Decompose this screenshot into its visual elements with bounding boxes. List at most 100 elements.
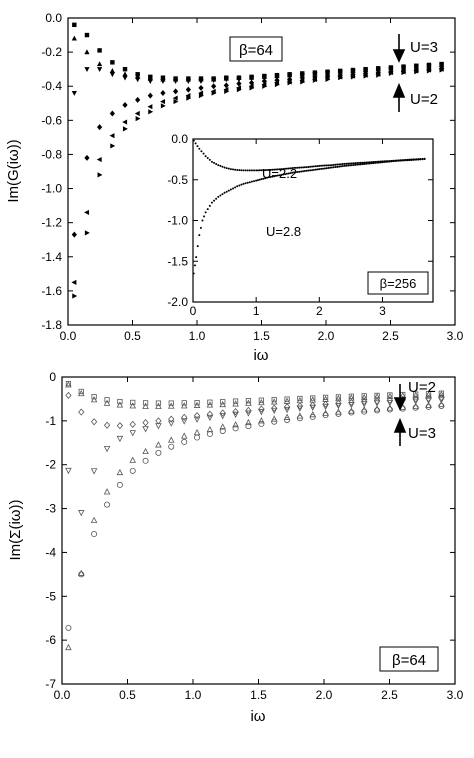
self-energy-point-series-2 <box>373 397 381 405</box>
greens-point-series-4 <box>109 133 115 139</box>
inset-point-series-0 <box>325 164 328 167</box>
greens-point-series-4 <box>172 95 178 101</box>
inset-point-series-1 <box>368 162 371 165</box>
self-energy-y-tick-label: -1 <box>45 414 56 428</box>
inset-y-tick-label: 0.0 <box>171 132 188 146</box>
self-energy-point-series-5 <box>271 418 278 425</box>
self-energy-point-series-1 <box>206 401 214 408</box>
greens-point-series-3 <box>135 96 141 103</box>
inset-point-series-0 <box>363 161 366 164</box>
self-energy-point-series-3 <box>77 510 85 517</box>
greens-point-series-0 <box>72 22 77 28</box>
self-energy-point-series-2 <box>386 396 394 404</box>
self-energy-point-series-4 <box>103 488 111 495</box>
self-energy-beta-box <box>379 646 439 672</box>
inset-point-series-1 <box>275 174 278 177</box>
inset-point-series-1 <box>423 158 426 161</box>
inset-point-series-0 <box>244 169 247 172</box>
self-energy-point-series-3 <box>296 405 304 412</box>
self-energy-point-series-0 <box>91 394 97 400</box>
self-energy-point-series-1 <box>180 402 188 409</box>
inset-point-series-1 <box>250 180 253 183</box>
self-energy-point-series-3 <box>193 416 201 423</box>
self-energy-point-series-1 <box>245 399 252 406</box>
inset-point-series-0 <box>343 162 346 165</box>
self-energy-point-series-5 <box>335 410 342 417</box>
inset-point-series-1 <box>213 199 216 202</box>
self-energy-point-series-1 <box>155 402 162 409</box>
inset-point-series-1 <box>240 183 243 186</box>
inset-point-series-0 <box>275 168 278 171</box>
greens-x-tick-label: 3.0 <box>447 329 464 343</box>
self-energy-point-series-4 <box>65 643 72 651</box>
greens-point-series-5 <box>414 69 420 75</box>
self-energy-point-series-4 <box>258 417 265 424</box>
greens-top-u-label: U=3 <box>410 39 438 56</box>
self-energy-point-series-1 <box>116 401 124 408</box>
self-energy-point-series-2 <box>78 408 85 416</box>
self-energy-chart: 0.0 0.5 1.0 1.5 2.0 2.5 3.00-1-2-3-4-5-6-7 iω … <box>7 370 464 725</box>
inset-point-series-0 <box>276 168 279 171</box>
self-energy-point-series-3 <box>348 402 355 409</box>
greens-point-series-5 <box>97 172 103 178</box>
inset-point-series-1 <box>383 161 386 164</box>
self-energy-point-series-1 <box>386 392 394 399</box>
self-energy-point-series-2 <box>271 404 278 412</box>
inset-point-series-0 <box>273 168 276 171</box>
inset-point-series-0 <box>323 164 326 167</box>
greens-down-arrow-head <box>392 49 406 63</box>
self-energy-point-series-2 <box>245 406 252 414</box>
inset-point-series-0 <box>208 158 211 161</box>
inset-point-series-1 <box>208 204 211 207</box>
greens-point-series-2 <box>261 75 267 81</box>
self-energy-point-series-3 <box>65 467 72 475</box>
self-energy-point-series-2 <box>116 422 124 430</box>
greens-beta-label: β=64 <box>239 42 273 59</box>
inset-point-series-1 <box>377 161 380 164</box>
inset-point-series-0 <box>227 167 230 170</box>
self-energy-point-series-3 <box>245 410 252 417</box>
inset-point-series-0 <box>354 162 357 165</box>
greens-point-series-3 <box>324 72 331 79</box>
inset-point-series-0 <box>307 165 310 168</box>
greens-point-series-5 <box>274 81 280 88</box>
inset-point-series-1 <box>206 208 209 211</box>
inset-point-series-1 <box>223 191 226 194</box>
inset-point-series-1 <box>253 180 256 183</box>
greens-point-series-3 <box>287 76 293 83</box>
self-energy-point-series-1 <box>77 389 85 397</box>
self-energy-point-series-4 <box>90 516 98 523</box>
greens-point-series-5 <box>439 67 445 73</box>
greens-point-series-2 <box>160 79 166 84</box>
self-energy-point-series-4 <box>373 405 381 412</box>
greens-point-series-2 <box>185 79 191 84</box>
self-energy-point-series-4 <box>348 407 355 414</box>
inset-point-series-0 <box>260 169 263 172</box>
greens-point-series-5 <box>186 95 192 101</box>
greens-point-series-4 <box>147 104 153 110</box>
self-energy-point-series-0 <box>207 399 213 405</box>
greens-point-series-3 <box>109 110 115 117</box>
inset-point-series-1 <box>248 181 251 184</box>
inset-point-series-0 <box>223 166 226 169</box>
self-energy-point-series-4 <box>232 421 239 428</box>
self-energy-x-tick-label: 0.0 <box>54 688 71 702</box>
greens-y-axis-title: Im(G(iω)) <box>5 139 22 202</box>
inset-plot-frame <box>192 138 434 303</box>
inset-point-series-1 <box>282 173 285 176</box>
self-energy-point-series-3 <box>129 430 137 437</box>
self-energy-point-series-1 <box>425 391 432 398</box>
self-energy-point-series-1 <box>219 400 226 408</box>
self-energy-point-series-5 <box>296 415 303 422</box>
inset-point-series-1 <box>390 160 393 163</box>
self-energy-point-series-4 <box>155 441 162 448</box>
greens-point-series-5 <box>426 68 432 74</box>
self-energy-point-series-4 <box>129 456 137 463</box>
inset-point-series-0 <box>225 167 228 170</box>
inset-point-series-1 <box>289 172 292 175</box>
inset-point-series-0 <box>206 157 209 160</box>
self-energy-x-axis-title: iω <box>250 708 265 725</box>
greens-point-series-2 <box>236 77 242 83</box>
inset-point-series-0 <box>250 169 253 172</box>
greens-point-series-5 <box>401 69 407 76</box>
